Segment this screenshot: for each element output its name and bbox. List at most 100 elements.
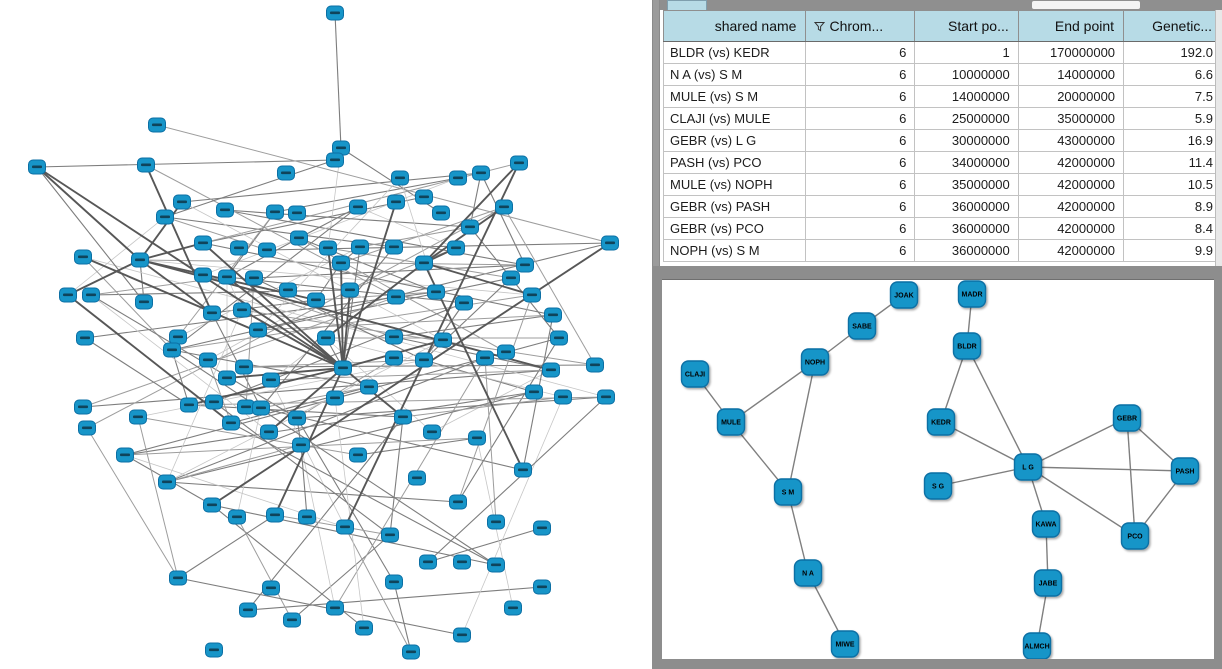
network-edge[interactable] [90,294,298,419]
cell-value[interactable]: 42000000 [1017,217,1125,240]
network-node[interactable] [288,205,306,221]
network-node[interactable] [487,514,505,530]
cell-value[interactable]: 16.9 [1123,129,1222,152]
network-node[interactable] [385,329,403,345]
network-node[interactable] [419,554,437,570]
network-edge[interactable] [342,201,397,369]
network-node[interactable] [415,189,433,205]
network-node-KAWA[interactable]: KAWA [1031,510,1061,538]
network-node-KEDR[interactable]: KEDR [926,408,956,436]
cell-value[interactable]: 34000000 [914,151,1019,174]
network-edge[interactable] [423,302,465,361]
network-node[interactable] [319,240,337,256]
network-edge[interactable] [139,259,213,314]
network-node[interactable] [76,330,94,346]
network-edge[interactable] [226,367,344,379]
network-edge[interactable] [334,397,365,629]
network-node[interactable] [510,155,528,171]
network-edge[interactable] [82,369,552,408]
network-edge[interactable] [503,206,596,366]
network-node-BLDR[interactable]: BLDR [952,332,982,360]
network-edge[interactable] [84,337,190,406]
cell-value[interactable]: 8.9 [1123,195,1222,218]
network-edge[interactable] [431,369,552,433]
network-edge[interactable] [270,379,346,528]
network-node[interactable] [533,520,551,536]
network-node[interactable] [502,270,520,286]
network-node[interactable] [258,242,276,258]
network-node[interactable] [586,357,604,373]
network-edge-NOPH-SM[interactable] [787,361,816,493]
network-edge[interactable] [427,396,607,563]
network-edge[interactable] [67,216,166,296]
network-edge[interactable] [393,581,412,653]
network-edge[interactable] [461,396,564,636]
cell-value[interactable]: 6 [805,41,916,64]
network-node[interactable] [533,579,551,595]
network-edge-BLDR-LG[interactable] [966,345,1029,468]
network-node[interactable] [173,194,191,210]
network-node[interactable] [423,424,441,440]
network-edge[interactable] [236,516,293,621]
network-node-NOPH[interactable]: NOPH [800,348,830,376]
network-node[interactable] [298,509,316,525]
network-edge[interactable] [230,422,497,566]
network-edge[interactable] [260,246,395,409]
network-node[interactable] [385,239,403,255]
cell-value[interactable]: 42000000 [1017,195,1125,218]
network-node[interactable] [408,470,426,486]
network-edge[interactable] [36,166,141,261]
network-edge[interactable] [274,177,459,213]
network-node[interactable] [78,420,96,436]
network-node[interactable] [432,205,450,221]
panel-splitter[interactable] [652,0,660,268]
network-edge[interactable] [389,416,404,536]
table-row[interactable]: BLDR (vs) KEDR 6 1 170000000 192.0 [662,41,1222,64]
network-node[interactable] [288,410,306,426]
network-edge[interactable] [423,206,505,264]
cell-value[interactable]: 36000000 [914,217,1019,240]
network-node[interactable] [385,574,403,590]
cell-value[interactable]: 6 [805,85,916,108]
network-node-SM[interactable]: S M [773,478,803,506]
network-node[interactable] [222,415,240,431]
network-node[interactable] [216,202,234,218]
network-edge[interactable] [139,201,183,261]
network-edge[interactable] [257,277,512,331]
cell-value[interactable]: 11.4 [1123,151,1222,174]
network-edge[interactable] [325,262,425,339]
network-edge[interactable] [457,337,560,503]
network-node[interactable] [266,507,284,523]
cell-value[interactable]: 20000000 [1017,85,1125,108]
network-edge[interactable] [247,586,543,611]
cell-shared-name[interactable]: MULE (vs) S M [662,85,807,108]
network-edge[interactable] [137,416,179,579]
network-edge[interactable] [359,226,471,248]
cell-value[interactable]: 35000000 [914,173,1019,196]
network-node[interactable] [283,612,301,628]
network-node[interactable] [262,580,280,596]
network-node-JABE[interactable]: JABE [1033,569,1063,597]
network-edge[interactable] [357,437,478,456]
network-node[interactable] [129,409,147,425]
network-node[interactable] [158,474,176,490]
network-node[interactable] [277,165,295,181]
network-node[interactable] [554,389,572,405]
cell-value[interactable]: 10000000 [914,63,1019,86]
network-node[interactable] [260,424,278,440]
network-node[interactable] [453,554,471,570]
network-edge-LG-PCO[interactable] [1027,466,1136,537]
network-edge[interactable] [296,417,395,583]
network-node[interactable] [514,462,532,478]
cell-value[interactable]: 36000000 [914,239,1019,262]
cell-value[interactable]: 6 [805,129,916,152]
network-edge[interactable] [166,391,535,483]
column-header-startpo[interactable]: Start po... [914,10,1019,42]
network-node[interactable] [59,287,77,303]
table-row[interactable]: GEBR (vs) PCO 6 36000000 42000000 8.4 [662,217,1222,240]
network-node[interactable] [266,204,284,220]
cell-value[interactable]: 192.0 [1123,41,1222,64]
network-node[interactable] [447,240,465,256]
network-edge-LG-PASH[interactable] [1027,466,1186,472]
network-node-MIWE[interactable]: MIWE [830,630,860,658]
